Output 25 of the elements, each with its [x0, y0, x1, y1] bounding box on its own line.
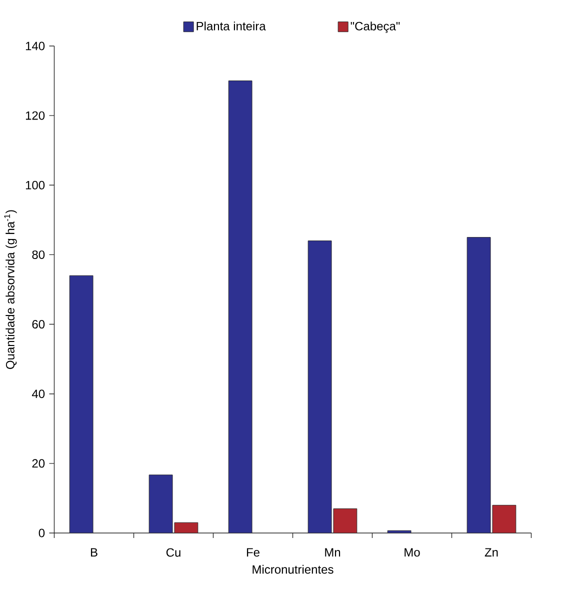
- y-tick-label: 0: [38, 528, 45, 538]
- y-tick-label: 120: [26, 111, 45, 120]
- x-tick-label: Cu: [166, 548, 180, 557]
- legend-label: Planta inteira: [196, 22, 266, 30]
- y-tick-label: 40: [32, 390, 45, 398]
- x-tick-label: Mo: [404, 548, 420, 557]
- y-axis-title: Quantidade absorvida (g ha$^{-1}$): [4, 210, 17, 369]
- bar: [148, 474, 173, 533]
- bar: [228, 80, 252, 533]
- y-tick-label: 80: [32, 250, 45, 259]
- y-tick-label: 140: [26, 42, 45, 50]
- legend-label: "Cabeça": [350, 22, 400, 33]
- bar: [466, 237, 491, 533]
- x-axis-title: Micronutrientes: [252, 564, 334, 574]
- x-tick-label: Mn: [325, 548, 340, 556]
- bar: [492, 504, 516, 533]
- y-tick-label: 100: [26, 180, 45, 190]
- x-tick-label: B: [90, 548, 98, 556]
- bar: [333, 508, 358, 533]
- x-tick-label: Zn: [484, 548, 498, 556]
- bar: [308, 240, 332, 533]
- x-tick-label: Fe: [246, 548, 260, 557]
- y-tick-label: 60: [32, 320, 45, 329]
- bar: [69, 275, 94, 533]
- y-tick-label: 20: [32, 459, 45, 468]
